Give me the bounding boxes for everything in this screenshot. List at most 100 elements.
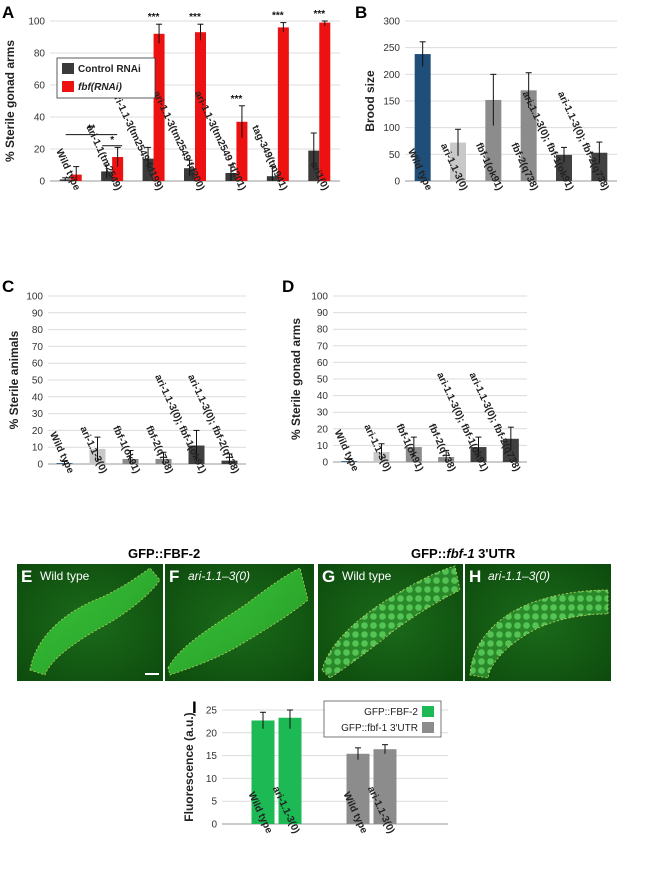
bar (520, 90, 537, 181)
chart-d: 0 10 20 30 40 50 60 70 80 90 100 % Sterile gonad ar… (289, 292, 527, 474)
significance-label: *** (148, 12, 160, 23)
y-tick-label: 60 (317, 358, 329, 369)
y-tick-label: 30 (317, 408, 329, 419)
y-tick-label: 60 (32, 359, 44, 370)
legend-swatch (422, 706, 434, 717)
image-panel-h: H ari-1.1–3(0) (465, 564, 611, 681)
bar (373, 749, 397, 824)
significance-label: ** (88, 124, 96, 135)
panel-letter-f: F (169, 567, 179, 586)
y-tick-label: 30 (32, 409, 44, 420)
y-tick-label: 25 (206, 706, 218, 717)
bar (236, 121, 248, 181)
y-tick-label: 20 (317, 424, 329, 435)
x-tick-label: fbf-1(ok91) (110, 424, 142, 475)
y-tick-label: 0 (39, 177, 45, 188)
panel-letter-a: A (2, 3, 14, 22)
y-tick-label: 0 (211, 820, 217, 831)
bar (346, 753, 370, 824)
image-label-f: ari-1.1–3(0) (188, 569, 250, 583)
y-axis-label: % Sterile gonad arms (289, 318, 303, 440)
bar (153, 33, 165, 181)
panel-letter-c: C (2, 277, 14, 296)
y-tick-label: 200 (383, 70, 400, 81)
chart-c: 0 10 20 30 40 50 60 70 80 90 100 % Sterile animals W… (7, 292, 246, 476)
y-tick-label: 10 (206, 774, 218, 785)
bar (112, 157, 124, 181)
significance-label: *** (231, 94, 243, 105)
x-tick-label: Wild type (53, 147, 82, 192)
y-tick-label: 50 (389, 150, 401, 161)
y-tick-label: 10 (317, 441, 329, 452)
panel-letter-h: H (469, 567, 481, 586)
legend-swatch (422, 722, 434, 733)
y-tick-label: 50 (317, 375, 329, 386)
y-tick-label: 0 (37, 460, 43, 471)
y-tick-label: 5 (211, 797, 217, 808)
x-tick-label: fbf-2(q738) (426, 422, 458, 473)
y-tick-label: 20 (32, 426, 44, 437)
bar (556, 154, 572, 181)
bar (277, 27, 289, 182)
y-tick-label: 0 (322, 458, 328, 469)
image-panel-g: G Wild type (318, 564, 463, 681)
bar (195, 32, 206, 182)
y-axis-label: % Sterile animals (7, 330, 21, 429)
significance-label: *** (272, 11, 284, 22)
y-tick-label: 100 (26, 292, 43, 303)
y-tick-label: 0 (394, 177, 400, 188)
image-panel-e: E Wild type (17, 564, 163, 681)
panel-letter-d: D (282, 277, 294, 296)
y-tick-label: 40 (32, 392, 44, 403)
significance-label: *** (189, 12, 201, 23)
y-tick-label: 20 (206, 728, 218, 739)
image-panel-f: F ari-1.1–3(0) (165, 564, 314, 681)
y-tick-label: 100 (383, 123, 400, 134)
y-axis-label: % Sterile gonad arms (3, 40, 17, 162)
image-title-fbf1-utr: GFP::fbf-1 3'UTR (411, 546, 516, 561)
y-tick-label: 15 (206, 751, 218, 762)
y-tick-label: 70 (32, 342, 44, 353)
panel-letter-g: G (322, 567, 335, 586)
legend-label: GFP::fbf-1 3'UTR (341, 723, 418, 734)
legend-swatch (62, 63, 74, 74)
y-tick-label: 100 (28, 17, 45, 28)
bar (278, 717, 302, 824)
legend-label: fbf(RNAi) (78, 82, 123, 93)
y-tick-label: 80 (34, 49, 46, 60)
x-tick-label: fbf-2(q738) (143, 424, 175, 475)
bar (591, 152, 608, 181)
legend-label: Control RNAi (78, 64, 141, 75)
legend-box (323, 700, 442, 738)
panel-letter-e: E (21, 567, 32, 586)
y-tick-label: 90 (317, 308, 329, 319)
x-tick-label: Wild type (332, 428, 361, 473)
y-tick-label: 40 (34, 113, 46, 124)
y-tick-label: 20 (34, 145, 46, 156)
y-tick-label: 50 (32, 376, 44, 387)
y-tick-label: 250 (383, 43, 400, 54)
legend-label: GFP::FBF-2 (364, 707, 418, 718)
x-tick-label: ari-1.1-3(0) (361, 423, 392, 473)
panel-letter-b: B (355, 3, 367, 22)
image-title-fbf1-prefix: GFP:: (411, 546, 446, 561)
y-tick-label: 10 (32, 443, 44, 454)
y-tick-label: 100 (311, 292, 328, 303)
chart-a: 0 20 40 60 80 100 % Sterile gonad arms Wild typ… (3, 9, 340, 193)
image-label-h: ari-1.1–3(0) (488, 569, 550, 583)
y-axis-label: Fluorescence (a.u.) (182, 712, 196, 821)
y-tick-label: 150 (383, 97, 400, 108)
y-tick-label: 70 (317, 341, 329, 352)
image-title-fbf2: GFP::FBF-2 (128, 546, 200, 561)
y-tick-label: 80 (317, 325, 329, 336)
y-tick-label: 300 (383, 17, 400, 28)
y-axis-label: Brood size (363, 70, 377, 132)
panel-letter-i: I (192, 698, 197, 717)
significance-label: *** (313, 9, 325, 20)
y-tick-label: 80 (32, 325, 44, 336)
image-label-e: Wild type (40, 569, 90, 583)
y-tick-label: 40 (317, 391, 329, 402)
